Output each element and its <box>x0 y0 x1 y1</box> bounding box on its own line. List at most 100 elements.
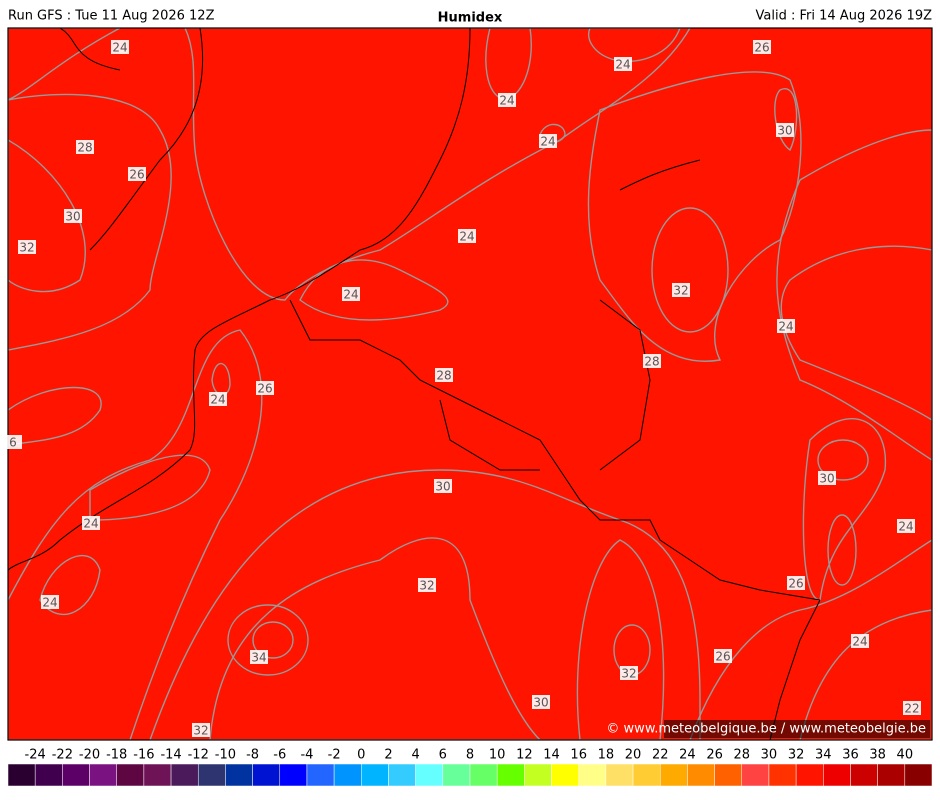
contour-label-box <box>41 595 59 609</box>
contour-label-box <box>111 40 129 54</box>
colorbar-label: 0 <box>357 748 365 763</box>
colorbar-swatch <box>850 763 878 787</box>
colorbar-label: -20 <box>79 748 100 763</box>
contour-label: 32 <box>418 578 436 593</box>
contour-label-text: 24 <box>83 517 98 531</box>
contour-label: 30 <box>818 471 836 486</box>
colorbar-label: 18 <box>598 748 615 763</box>
contour-label: 26 <box>256 381 274 396</box>
colorbar-label: 38 <box>869 748 886 763</box>
contour-label-box <box>614 57 632 71</box>
colorbar-swatch <box>170 763 199 787</box>
contour-label-text: 26 <box>257 382 272 396</box>
colorbar-label: 30 <box>761 748 778 763</box>
colorbar-swatch <box>524 763 552 787</box>
contour-label-box <box>787 576 805 590</box>
contour-label-text: 26 <box>788 577 803 591</box>
colorbar-label: 32 <box>788 748 805 763</box>
contour-label-box <box>753 40 771 54</box>
colorbar-swatch <box>279 763 308 787</box>
contour-label-box <box>209 392 227 406</box>
contour-label: 22 <box>903 701 921 716</box>
contour-label: 28 <box>76 140 94 155</box>
contour-label-text: 22 <box>904 702 919 716</box>
credit: © www.meteobelgique.be / www.meteobelgie… <box>606 722 926 737</box>
contour-label: 24 <box>209 392 227 407</box>
contour-label-box <box>620 666 638 680</box>
colorbar-swatch <box>823 763 851 787</box>
contour-label-box <box>777 319 795 333</box>
contour-label: 24 <box>111 40 129 55</box>
colorbar-label: -10 <box>215 748 236 763</box>
contour-label-box <box>818 471 836 485</box>
contour-label-text: 32 <box>419 579 434 593</box>
contour-label: 24 <box>897 519 915 534</box>
contour-label-box <box>532 695 550 709</box>
contour-label: 32 <box>672 283 690 298</box>
contour-label-text: 24 <box>615 58 630 72</box>
colorbar-label: -4 <box>300 748 313 763</box>
colorbar-swatch <box>7 763 36 787</box>
colorbar-swatch <box>877 763 906 787</box>
colorbar-swatch <box>197 763 226 787</box>
contour-label-box <box>897 519 915 533</box>
colorbar-label: 8 <box>466 748 474 763</box>
contour-label-box <box>128 167 146 181</box>
contour-label-box <box>64 209 82 223</box>
colorbar-label: -6 <box>273 748 286 763</box>
contour-label: 32 <box>18 240 36 255</box>
contour-label-box <box>458 229 476 243</box>
colorbar-label: 16 <box>570 748 587 763</box>
contour-label-text: 24 <box>343 288 358 302</box>
contour-label: 30 <box>776 123 794 138</box>
colorbar-label: 14 <box>543 748 560 763</box>
contour-label: 32 <box>620 666 638 681</box>
colorbar-swatch <box>551 763 579 787</box>
colorbar-label: 40 <box>897 748 914 763</box>
colorbar-label: -14 <box>160 748 181 763</box>
contour-label: 24 <box>614 57 632 72</box>
contour-label-box <box>903 701 921 715</box>
contour-label-text: 28 <box>436 369 451 383</box>
colorbar-label: 6 <box>439 748 447 763</box>
colorbar-swatch <box>388 763 416 787</box>
contour-label: 24 <box>342 287 360 302</box>
colorbar-label: 36 <box>842 748 859 763</box>
contour-label-text: 24 <box>459 230 474 244</box>
colorbar-swatch <box>687 763 715 787</box>
contour-label-box <box>643 354 661 368</box>
colorbar-label: -8 <box>246 748 259 763</box>
contour-label: 26 <box>753 40 771 55</box>
contour-label-box <box>256 381 274 395</box>
colorbar-swatch <box>496 763 525 787</box>
contour-label-text: 30 <box>65 210 80 224</box>
colorbar-label: 22 <box>652 748 669 763</box>
valid-label: Valid : Fri 14 Aug 2026 19Z <box>756 9 933 24</box>
contour-label: 26 <box>128 167 146 182</box>
colorbar-label: -16 <box>133 748 154 763</box>
colorbar-label: -18 <box>106 748 127 763</box>
colorbar-label: 34 <box>815 748 832 763</box>
colorbar-swatch <box>795 763 824 787</box>
colorbar-swatch <box>632 763 661 787</box>
contour-label: 24 <box>41 595 59 610</box>
contour-label: 24 <box>498 93 516 108</box>
colorbar-label: -12 <box>188 748 209 763</box>
contour-label-text: 24 <box>778 320 793 334</box>
contour-label: 28 <box>643 354 661 369</box>
colorbar-label: -2 <box>328 748 341 763</box>
colorbar-swatch <box>442 763 471 787</box>
contour-label-box <box>4 435 22 449</box>
colorbar-swatch <box>605 763 634 787</box>
map-frame <box>7 27 933 741</box>
contour-label: 28 <box>435 368 453 383</box>
colorbar-swatch <box>116 763 145 787</box>
contour-label: 24 <box>851 634 869 649</box>
contour-label-box <box>192 723 210 737</box>
contour-label-box <box>435 368 453 382</box>
colorbar-swatch <box>578 763 607 787</box>
contour-label-text: 32 <box>673 284 688 298</box>
contour-label-text: 26 <box>715 650 730 664</box>
colorbar-swatch <box>714 763 743 787</box>
